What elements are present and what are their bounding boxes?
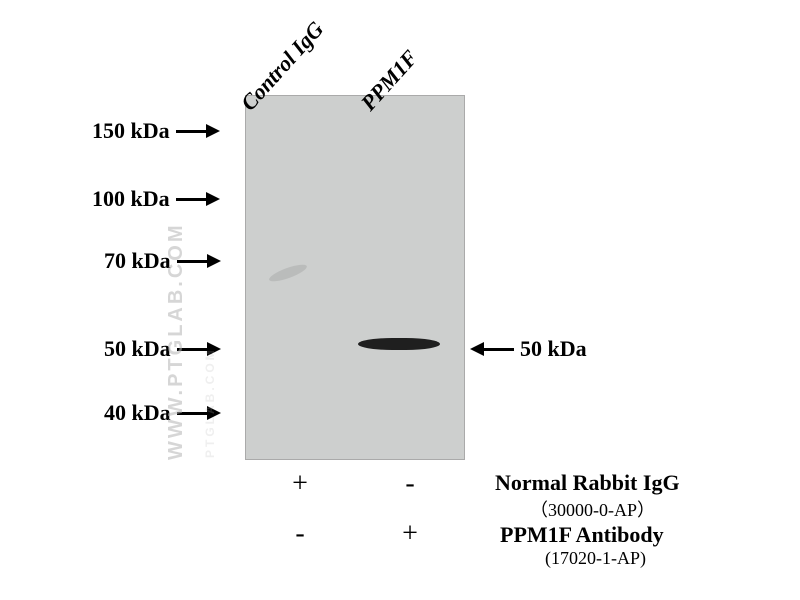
mw-marker-150-label: 150 kDa xyxy=(92,118,170,144)
band-size-marker: 50 kDa xyxy=(470,336,593,362)
cond-r2-sublabel: (17020-1-AP) xyxy=(545,548,646,569)
cond-r1-c1-plus: + xyxy=(285,468,315,500)
arrow-shaft xyxy=(176,198,206,201)
arrow-shaft xyxy=(177,260,207,263)
arrow-head-right-icon xyxy=(206,124,220,138)
mw-marker-70-label: 70 kDa xyxy=(104,248,171,274)
arrow-head-right-icon xyxy=(207,342,221,356)
mw-marker-40: 40 kDa xyxy=(104,400,221,426)
arrow-shaft xyxy=(177,412,207,415)
arrow-head-right-icon xyxy=(207,406,221,420)
arrow-head-right-icon xyxy=(206,192,220,206)
mw-marker-100-label: 100 kDa xyxy=(92,186,170,212)
cond-r2-c2-plus: + xyxy=(395,518,425,550)
cond-r1-sublabel: （30000-0-AP） xyxy=(530,496,655,522)
cond-r2-label: PPM1F Antibody xyxy=(500,522,664,548)
cond-r1-label: Normal Rabbit IgG xyxy=(495,470,680,496)
arrow-head-right-icon xyxy=(207,254,221,268)
arrow-shaft xyxy=(176,130,206,133)
ppm1f-band xyxy=(358,338,440,350)
mw-marker-150: 150 kDa xyxy=(92,118,220,144)
band-size-label: 50 kDa xyxy=(520,336,587,362)
cond-r2-c1-minus: - xyxy=(285,518,315,550)
arrow-shaft xyxy=(177,348,207,351)
mw-marker-50-label: 50 kDa xyxy=(104,336,171,362)
mw-marker-70: 70 kDa xyxy=(104,248,221,274)
figure-container: Control IgG PPM1F 150 kDa 100 kDa 70 kDa… xyxy=(0,0,800,600)
cond-r1-c2-minus: - xyxy=(395,468,425,500)
arrow-head-left-icon xyxy=(470,342,484,356)
mw-marker-50: 50 kDa xyxy=(104,336,221,362)
mw-marker-100: 100 kDa xyxy=(92,186,220,212)
mw-marker-40-label: 40 kDa xyxy=(104,400,171,426)
arrow-shaft xyxy=(484,348,514,351)
